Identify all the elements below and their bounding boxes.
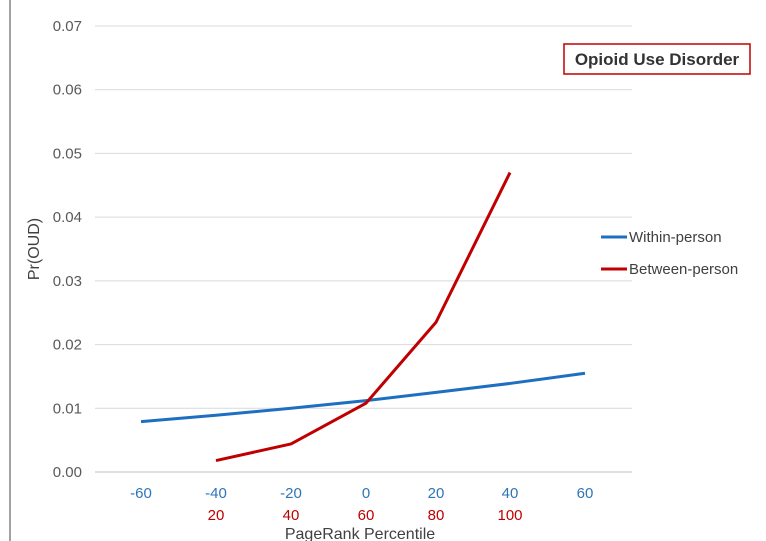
series-lines [140, 171, 586, 462]
y-tick-label: 0.01 [53, 400, 82, 417]
x-tick-label-within: 20 [428, 485, 445, 502]
annotation-label: Opioid Use Disorder [575, 50, 740, 69]
series-line-within-person [140, 371, 586, 424]
y-axis-title: Pr(OUD) [26, 218, 43, 280]
series-line-between-person [215, 171, 512, 462]
y-tick-label: 0.06 [53, 82, 82, 99]
x-tick-label-between: 40 [283, 507, 300, 524]
x-tick-label-between: 80 [428, 507, 445, 524]
x-tick-labels: -60 -40 -20 0 20 40 60 20 40 60 80 100 [130, 485, 593, 524]
x-axis-title: PageRank Percentile [285, 526, 435, 541]
annotation-border [563, 43, 751, 75]
x-tick-label-within: -20 [280, 485, 302, 502]
x-tick-label-between: 60 [358, 507, 375, 524]
legend-label: Between-person [629, 261, 738, 278]
y-tick-label: 0.05 [53, 145, 82, 162]
x-tick-label-within: 40 [502, 485, 519, 502]
x-tick-label-between: 100 [497, 507, 522, 524]
y-tick-label: 0.03 [53, 273, 82, 290]
y-tick-label: 0.02 [53, 337, 82, 354]
legend: Within-person Between-person [601, 229, 738, 278]
y-tick-label: 0.04 [53, 209, 82, 226]
x-tick-label-within: 60 [577, 485, 594, 502]
legend-label: Within-person [629, 229, 722, 246]
grid-lines [95, 25, 632, 473]
x-tick-label-between: 20 [208, 507, 225, 524]
x-tick-label-within: -40 [205, 485, 227, 502]
y-tick-labels: 0.00 0.01 0.02 0.03 0.04 0.05 0.06 0.07 [53, 18, 82, 481]
y-tick-label: 0.00 [53, 464, 82, 481]
x-tick-label-within: -60 [130, 485, 152, 502]
x-tick-label-within: 0 [362, 485, 370, 502]
annotation-box: Opioid Use Disorder [563, 43, 751, 75]
y-tick-label: 0.07 [53, 18, 82, 35]
